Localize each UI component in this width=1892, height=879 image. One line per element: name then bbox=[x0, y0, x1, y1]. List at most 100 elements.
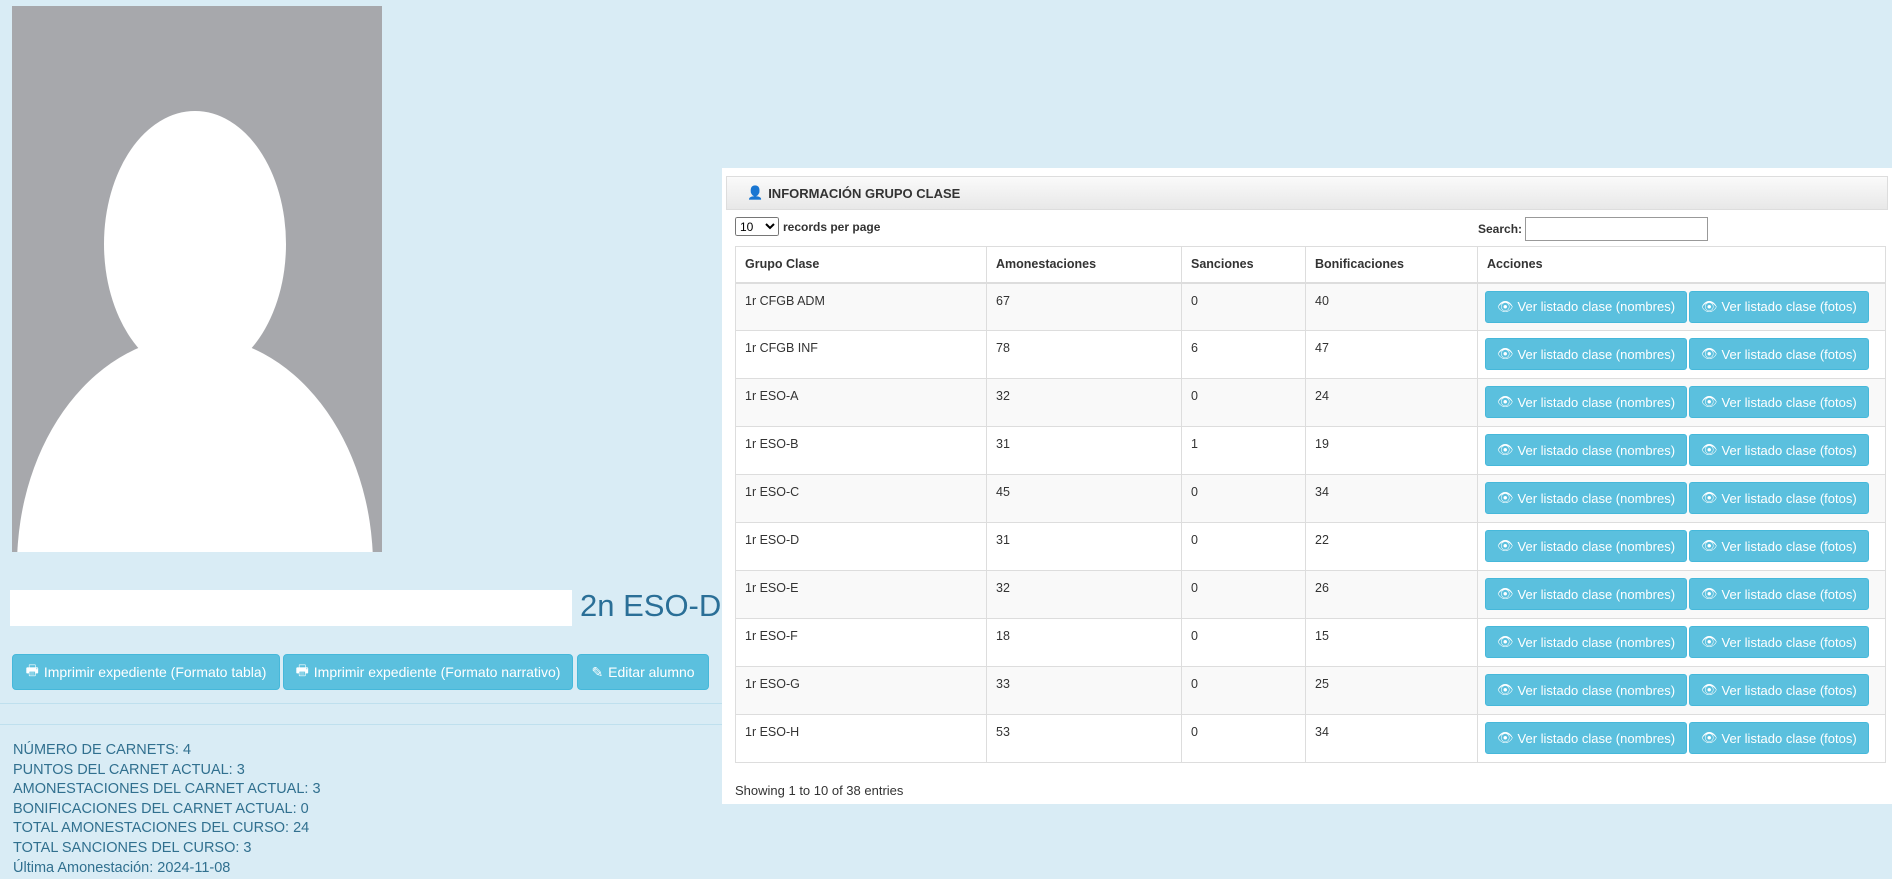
cell-grupo: 1r ESO-C bbox=[735, 474, 987, 523]
table-row: 1r CFGB INF 78 6 47 👁 Ver listado clase (nomb… bbox=[735, 330, 1886, 379]
view-names-button[interactable]: 👁 Ver listado clase (nombres) bbox=[1485, 290, 1688, 323]
view-names-button[interactable]: 👁 Ver listado clase (nombres) bbox=[1485, 386, 1688, 418]
edit-student-button[interactable]: ✎ Editar alumno bbox=[577, 654, 709, 690]
button-label: Ver listado clase (fotos) bbox=[1721, 346, 1857, 362]
student-name-field bbox=[10, 590, 572, 626]
view-photos-button[interactable]: 👁 Ver listado clase (fotos) bbox=[1689, 434, 1869, 466]
table-row: 1r ESO-H 53 0 34 👁 Ver listado clase (nombres… bbox=[735, 714, 1886, 763]
cell-sanciones: 0 bbox=[1181, 378, 1306, 427]
button-label: Ver listado clase (fotos) bbox=[1721, 586, 1857, 602]
stat-points: PUNTOS DEL CARNET ACTUAL: 3 bbox=[13, 761, 245, 778]
cell-actions: 👁 Ver listado clase (nombres) 👁 Ver listado… bbox=[1477, 330, 1886, 379]
cell-actions: 👁 Ver listado clase (nombres) 👁 Ver listado… bbox=[1477, 570, 1886, 619]
table-info: Showing 1 to 10 of 38 entries bbox=[735, 783, 904, 798]
eye-icon: 👁 bbox=[1701, 682, 1718, 697]
eye-icon: 👁 bbox=[1497, 346, 1514, 361]
cell-bonificaciones: 47 bbox=[1305, 330, 1478, 379]
view-names-button[interactable]: 👁 Ver listado clase (nombres) bbox=[1485, 482, 1688, 514]
cell-sanciones: 6 bbox=[1181, 330, 1306, 379]
view-names-button[interactable]: 👁 Ver listado clase (nombres) bbox=[1485, 578, 1688, 610]
view-photos-button[interactable]: 👁 Ver listado clase (fotos) bbox=[1689, 290, 1869, 323]
eye-icon: 👁 bbox=[1701, 730, 1718, 745]
view-names-button[interactable]: 👁 Ver listado clase (nombres) bbox=[1485, 530, 1688, 562]
cell-bonificaciones: 22 bbox=[1305, 522, 1478, 571]
view-photos-button[interactable]: 👁 Ver listado clase (fotos) bbox=[1689, 338, 1869, 370]
cell-amonestaciones: 67 bbox=[986, 282, 1182, 331]
print-narrative-button[interactable]: 🖶 Imprimir expediente (Formato narrativo) bbox=[283, 654, 573, 690]
col-bonificaciones[interactable]: Bonificaciones bbox=[1305, 246, 1478, 284]
col-amonestaciones[interactable]: Amonestaciones bbox=[986, 246, 1182, 284]
eye-icon: 👁 bbox=[1701, 490, 1718, 505]
cell-amonestaciones: 78 bbox=[986, 330, 1182, 379]
view-photos-button[interactable]: 👁 Ver listado clase (fotos) bbox=[1689, 674, 1869, 706]
cell-actions: 👁 Ver listado clase (nombres) 👁 Ver listado… bbox=[1477, 426, 1886, 475]
cell-bonificaciones: 40 bbox=[1305, 282, 1478, 331]
view-names-button[interactable]: 👁 Ver listado clase (nombres) bbox=[1485, 674, 1688, 706]
eye-icon: 👁 bbox=[1497, 394, 1514, 409]
eye-icon: 👁 bbox=[1701, 346, 1718, 361]
stat-carnets: NÚMERO DE CARNETS: 4 bbox=[13, 742, 192, 758]
view-photos-button[interactable]: 👁 Ver listado clase (fotos) bbox=[1689, 386, 1869, 418]
eye-icon: 👁 bbox=[1701, 634, 1718, 649]
eye-icon: 👁 bbox=[1497, 586, 1514, 601]
eye-icon: 👁 bbox=[1497, 298, 1514, 314]
col-grupo[interactable]: Grupo Clase bbox=[735, 246, 987, 284]
view-names-button[interactable]: 👁 Ver listado clase (nombres) bbox=[1485, 722, 1688, 754]
cell-bonificaciones: 24 bbox=[1305, 378, 1478, 427]
view-names-button[interactable]: 👁 Ver listado clase (nombres) bbox=[1485, 434, 1688, 466]
button-label: Ver listado clase (fotos) bbox=[1721, 538, 1857, 554]
group-table: Grupo Clase Amonestaciones Sanciones Bon… bbox=[735, 246, 1886, 763]
button-label: Ver listado clase (nombres) bbox=[1517, 538, 1676, 554]
cell-amonestaciones: 18 bbox=[986, 618, 1182, 667]
button-label: Ver listado clase (fotos) bbox=[1721, 730, 1857, 746]
view-names-button[interactable]: 👁 Ver listado clase (nombres) bbox=[1485, 626, 1688, 658]
cell-grupo: 1r CFGB INF bbox=[735, 330, 987, 379]
eye-icon: 👁 bbox=[1497, 538, 1514, 553]
table-row: 1r ESO-G 33 0 25 👁 Ver listado clase (nombres… bbox=[735, 666, 1886, 715]
button-label: Ver listado clase (nombres) bbox=[1517, 730, 1676, 746]
button-label: Ver listado clase (fotos) bbox=[1721, 442, 1857, 458]
button-label: Imprimir expediente (Formato narrativo) bbox=[313, 664, 561, 680]
panel-header: 👤 INFORMACIÓN GRUPO CLASE bbox=[726, 176, 1888, 210]
student-stats: NÚMERO DE CARNETS: 4 PUNTOS DEL CARNET A… bbox=[13, 741, 321, 878]
cell-amonestaciones: 53 bbox=[986, 714, 1182, 763]
group-info-panel: 👤 INFORMACIÓN GRUPO CLASE 10 records per … bbox=[722, 168, 1892, 804]
print-table-button[interactable]: 🖶 Imprimir expediente (Formato tabla) bbox=[12, 654, 280, 690]
table-row: 1r ESO-B 31 1 19 👁 Ver listado clase (nombres… bbox=[735, 426, 1886, 475]
eye-icon: 👁 bbox=[1701, 538, 1718, 553]
student-group: 2n ESO-D bbox=[580, 588, 722, 623]
cell-grupo: 1r ESO-F bbox=[735, 618, 987, 667]
view-photos-button[interactable]: 👁 Ver listado clase (fotos) bbox=[1689, 578, 1869, 610]
button-label: Ver listado clase (fotos) bbox=[1721, 682, 1857, 698]
cell-bonificaciones: 34 bbox=[1305, 474, 1478, 523]
cell-sanciones: 0 bbox=[1181, 570, 1306, 619]
col-acciones: Acciones bbox=[1477, 246, 1886, 284]
page-length-control: 10 records per page bbox=[735, 217, 880, 236]
cell-amonestaciones: 33 bbox=[986, 666, 1182, 715]
button-label: Editar alumno bbox=[608, 664, 695, 680]
cell-bonificaciones: 15 bbox=[1305, 618, 1478, 667]
view-photos-button[interactable]: 👁 Ver listado clase (fotos) bbox=[1689, 530, 1869, 562]
cell-bonificaciones: 19 bbox=[1305, 426, 1478, 475]
cell-grupo: 1r ESO-A bbox=[735, 378, 987, 427]
printer-icon: 🖶 bbox=[25, 662, 39, 678]
divider bbox=[0, 703, 722, 704]
cell-grupo: 1r CFGB ADM bbox=[735, 282, 987, 331]
button-label: Ver listado clase (fotos) bbox=[1721, 634, 1857, 650]
eye-icon: 👁 bbox=[1701, 394, 1718, 409]
button-label: Ver listado clase (nombres) bbox=[1517, 586, 1676, 602]
view-names-button[interactable]: 👁 Ver listado clase (nombres) bbox=[1485, 338, 1688, 370]
view-photos-button[interactable]: 👁 Ver listado clase (fotos) bbox=[1689, 722, 1869, 754]
search-input[interactable] bbox=[1525, 217, 1709, 241]
eye-icon: 👁 bbox=[1497, 442, 1514, 457]
cell-grupo: 1r ESO-B bbox=[735, 426, 987, 475]
stat-last-warning: Última Amonestación: 2024-11-08 bbox=[13, 859, 231, 876]
view-photos-button[interactable]: 👁 Ver listado clase (fotos) bbox=[1689, 626, 1869, 658]
eye-icon: 👁 bbox=[1701, 442, 1718, 457]
view-photos-button[interactable]: 👁 Ver listado clase (fotos) bbox=[1689, 482, 1869, 514]
cell-sanciones: 0 bbox=[1181, 666, 1306, 715]
cell-actions: 👁 Ver listado clase (nombres) 👁 Ver listado… bbox=[1477, 666, 1886, 715]
cell-sanciones: 0 bbox=[1181, 522, 1306, 571]
col-sanciones[interactable]: Sanciones bbox=[1181, 246, 1306, 284]
page-size-select[interactable]: 10 bbox=[735, 217, 779, 236]
